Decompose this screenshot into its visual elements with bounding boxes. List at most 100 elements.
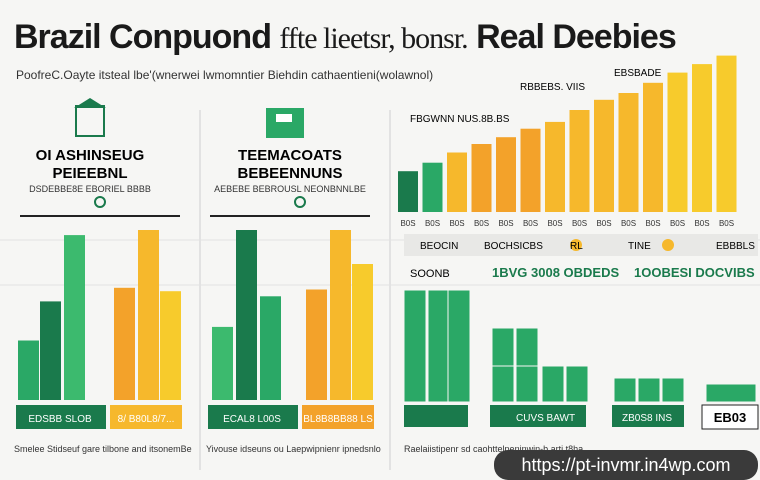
panel-subheading: PEIEEBNL — [52, 165, 127, 182]
bar — [496, 137, 516, 212]
bottom-caption: Yivouse idseuns ou Laepwipnienr ipnedsnl… — [206, 444, 381, 454]
bar — [352, 264, 373, 400]
footer-tag-label: BL8B8BB88 LS — [303, 414, 373, 425]
tick-label: B0S — [621, 219, 636, 228]
footer-tag-label: EDSBB SLOB — [28, 414, 92, 425]
bar — [236, 230, 257, 400]
right-sub-label: RBBEBS. VIIS — [520, 82, 585, 93]
bar — [114, 287, 135, 400]
bar — [306, 289, 327, 400]
bar — [471, 144, 492, 212]
tick-label: B0S — [596, 219, 611, 228]
tick-label: B0S — [694, 219, 709, 228]
bottom-caption: Raelaiistipenr sd caohttelpeninwin-b art… — [404, 444, 583, 454]
tick-label: B0S — [449, 219, 464, 228]
title-bold: Brazil Conpuond — [14, 18, 272, 56]
bar — [520, 128, 541, 212]
row-label: EBBBLS — [716, 241, 755, 252]
bar — [716, 55, 737, 212]
marker-icon — [94, 196, 106, 208]
page-title: Brazil Conpuond ffte lieetsr, bonsr. Rea… — [14, 18, 677, 57]
row-label: 1OOBESI DOCVIBS — [634, 265, 755, 280]
tick-label: B0S — [523, 219, 538, 228]
block-bar — [491, 365, 515, 403]
footer-tag — [612, 405, 684, 427]
footer-tag — [701, 404, 759, 430]
bar — [618, 93, 639, 212]
bottom-caption: Smelee Stidseuf gare tilbone and itsonem… — [14, 444, 192, 454]
footer-tag-label: 8/ B80L8/7... — [118, 414, 175, 425]
tick-label: B0S — [645, 219, 660, 228]
bank-icon-roof — [74, 98, 106, 108]
tick-label: B0S — [498, 219, 513, 228]
bar — [667, 72, 688, 212]
block-bar — [541, 365, 565, 403]
block-bar — [705, 383, 757, 403]
marker-icon — [294, 196, 306, 208]
title-light: ffte lieetsr, bonsr. — [279, 22, 468, 55]
footer-tag-label: CUVS BAWT — [516, 413, 575, 424]
tick-label: B0S — [400, 219, 415, 228]
block-bar — [403, 289, 427, 403]
panel-heading: OI ASHINSEUG — [36, 147, 145, 164]
panel-heading: TEEMACOATS — [238, 147, 342, 164]
block-bar — [661, 377, 685, 403]
footer-tag — [302, 405, 374, 429]
bar — [594, 99, 614, 212]
footer-tag-label: ZB0S8 INS — [622, 413, 672, 424]
row-label: BEOCIN — [420, 241, 458, 252]
subtitle: PoofreC.Oayte itsteal lbe'(wnerwei lwmom… — [16, 68, 434, 82]
right-top-label: EBSBADE — [614, 68, 662, 79]
bar — [40, 301, 61, 400]
tick-label: B0S — [547, 219, 562, 228]
coin-icon — [570, 239, 582, 251]
source-url[interactable]: https://pt-invmr.in4wp.com — [494, 450, 758, 480]
bar — [212, 326, 233, 400]
panel-caption: DSDEBBE8E EBORIEL BBBB — [29, 184, 151, 194]
footer-tag-label: EB03 — [714, 410, 747, 425]
bar — [160, 291, 181, 400]
bar — [64, 235, 85, 400]
row-label: 1BVG 3008 OBDEDS — [492, 265, 619, 280]
tick-label: B0S — [474, 219, 489, 228]
building-icon-window — [276, 114, 292, 122]
right-side-label: FBGWNN NUS.8B.BS — [410, 114, 510, 125]
bar — [18, 340, 39, 400]
tick-label: B0S — [425, 219, 440, 228]
bar — [330, 230, 351, 400]
coin-icon — [662, 239, 674, 251]
block-bar — [447, 289, 471, 403]
bar — [447, 152, 467, 212]
tick-label: B0S — [572, 219, 587, 228]
footer-tag — [208, 405, 298, 429]
building-icon — [266, 108, 304, 138]
footer-tag — [404, 405, 468, 427]
tick-label: B0S — [719, 219, 734, 228]
bar — [692, 64, 712, 212]
block-bar — [613, 377, 637, 403]
bank-icon — [75, 105, 105, 137]
bar — [569, 110, 590, 212]
title-end: Real Deebies — [476, 18, 677, 56]
row-label: BOCHSICBS — [484, 241, 543, 252]
row-label: SOONB — [410, 268, 450, 280]
footer-tag-label: ECAL8 L00S — [223, 414, 281, 425]
block-bar — [427, 289, 451, 403]
bar — [260, 296, 281, 400]
bar — [398, 171, 418, 212]
bar — [643, 82, 663, 212]
tick-label: B0S — [670, 219, 685, 228]
footer-tag — [110, 405, 182, 429]
bar — [138, 230, 159, 400]
block-bar — [565, 365, 589, 403]
row-label: RL — [570, 241, 583, 252]
bar — [545, 121, 565, 212]
footer-tag — [490, 405, 586, 427]
panel-caption: AEBEBE BEBROUSL NEONBNNLBE — [214, 184, 366, 194]
row-label: TINE — [628, 241, 651, 252]
bar — [422, 162, 443, 212]
block-bar — [515, 365, 539, 403]
block-bar — [637, 377, 661, 403]
panel-subheading: BEBEENNUNS — [237, 165, 342, 182]
